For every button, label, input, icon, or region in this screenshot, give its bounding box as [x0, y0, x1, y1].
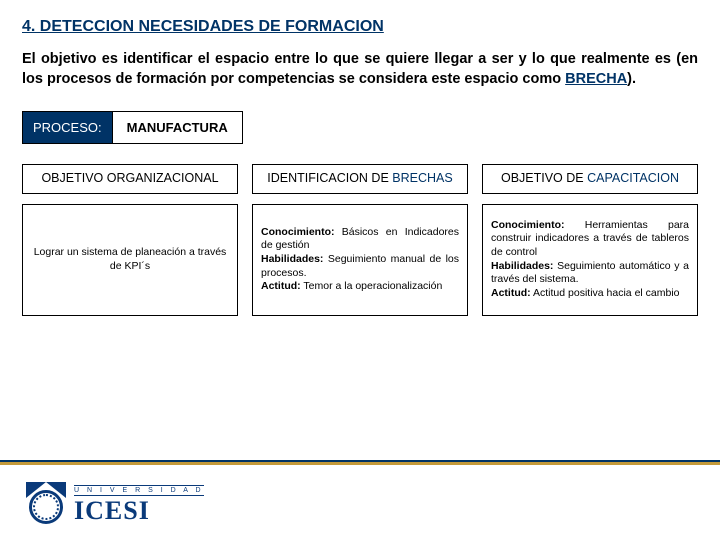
header-col3-pre: OBJETIVO DE	[501, 171, 587, 185]
col2-v3: Temor a la operacionalización	[301, 280, 443, 292]
col2-k3: Actitud:	[261, 280, 301, 292]
slide-title: 4. DETECCION NECESIDADES DE FORMACION	[22, 18, 698, 36]
footer-divider	[0, 460, 720, 464]
body-identificacion: Conocimiento: Básicos en Indicadores de …	[252, 204, 468, 316]
col3-k1: Conocimiento:	[491, 219, 565, 231]
proceso-row: PROCESO: MANUFACTURA	[22, 111, 698, 144]
proceso-value: MANUFACTURA	[113, 111, 243, 144]
header-objetivo-org: OBJETIVO ORGANIZACIONAL	[22, 164, 238, 194]
header-col2-hl: BRECHAS	[392, 171, 452, 185]
description-post: ).	[627, 71, 636, 87]
header-col2-pre: IDENTIFICACION DE	[267, 171, 392, 185]
description-highlight: BRECHA	[565, 71, 627, 87]
col3-k3: Actitud:	[491, 287, 531, 299]
header-objetivo-cap: OBJETIVO DE CAPACITACION	[482, 164, 698, 194]
logo-name: ICESI	[74, 498, 204, 524]
logo-text: U N I V E R S I D A D ICESI	[74, 485, 204, 524]
logo-universidad: U N I V E R S I D A D	[74, 485, 204, 496]
description: El objetivo es identificar el espacio en…	[22, 50, 698, 89]
body-objetivo-cap: Conocimiento: Herramientas para construi…	[482, 204, 698, 316]
col3-k2: Habilidades:	[491, 260, 553, 272]
header-col3-hl: CAPACITACION	[587, 171, 679, 185]
body-objetivo-org: Lograr un sistema de planeación a través…	[22, 204, 238, 316]
column-bodies: Lograr un sistema de planeación a través…	[22, 204, 698, 316]
icesi-logo: U N I V E R S I D A D ICESI	[26, 482, 204, 526]
col2-k2: Habilidades:	[261, 253, 323, 265]
header-identificacion: IDENTIFICACION DE BRECHAS	[252, 164, 468, 194]
col2-k1: Conocimiento:	[261, 226, 335, 238]
column-headers: OBJETIVO ORGANIZACIONAL IDENTIFICACION D…	[22, 164, 698, 194]
proceso-label: PROCESO:	[22, 111, 113, 144]
col3-v3: Actitud positiva hacia el cambio	[531, 287, 680, 299]
logo-medallion-icon	[26, 482, 66, 526]
